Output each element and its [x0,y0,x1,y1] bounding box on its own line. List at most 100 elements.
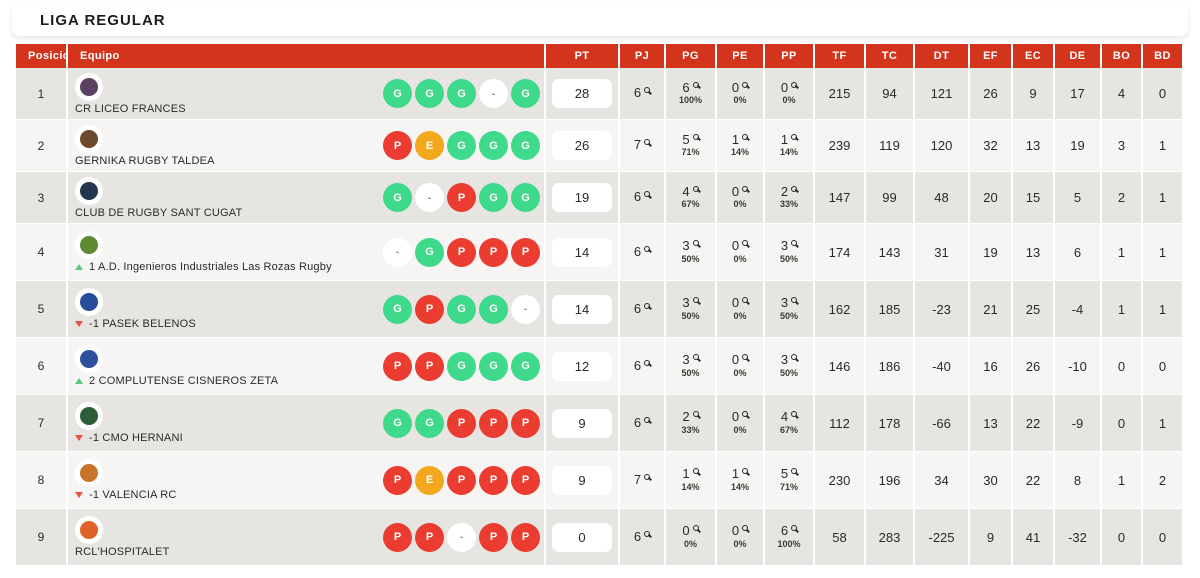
magnifier-icon[interactable] [644,473,651,480]
pp-cell[interactable]: 0 0% [765,68,815,119]
team-emblem-icon [80,521,98,539]
magnifier-icon[interactable] [742,468,749,475]
magnifier-icon[interactable] [791,240,798,247]
pg-cell[interactable]: 3 50% [666,338,717,394]
magnifier-icon[interactable] [791,133,798,140]
magnifier-icon[interactable] [791,81,798,88]
team-cell[interactable]: -1 PASEK BELENOS G P G G - [68,281,546,337]
table-row[interactable]: 3 CLUB DE RUGBY SANT CUGAT G - P G G 19 6 4 67% 0 0%… [16,172,1182,224]
magnifier-icon[interactable] [791,411,798,418]
magnifier-icon[interactable] [692,525,699,532]
pg-cell[interactable]: 2 33% [666,395,717,451]
magnifier-icon[interactable] [742,354,749,361]
team-cell[interactable]: -1 CMO HERNANI G G P P P [68,395,546,451]
pg-cell[interactable]: 6 100% [666,68,717,119]
pg-cell[interactable]: 5 71% [666,120,717,171]
magnifier-icon[interactable] [692,133,699,140]
magnifier-icon[interactable] [742,297,749,304]
magnifier-icon[interactable] [692,354,699,361]
pe-cell[interactable]: 0 0% [717,509,765,565]
col-header-pg: PG [666,44,717,68]
pg-cell[interactable]: 1 14% [666,452,717,508]
magnifier-icon[interactable] [692,81,699,88]
pp-cell[interactable]: 3 50% [765,338,815,394]
magnifier-icon[interactable] [742,525,749,532]
stat-value-line: 2 [781,184,798,199]
team-cell[interactable]: RCL'HOSPITALET P P - P P [68,509,546,565]
pj-cell[interactable]: 6 [620,68,666,119]
stat-stack: 0 0% [781,80,798,106]
pe-cell[interactable]: 0 0% [717,338,765,394]
pe-cell[interactable]: 0 0% [717,68,765,119]
pp-cell[interactable]: 6 100% [765,509,815,565]
magnifier-icon[interactable] [742,81,749,88]
pj-cell[interactable]: 7 [620,452,666,508]
magnifier-icon[interactable] [644,530,651,537]
magnifier-icon[interactable] [791,297,798,304]
pe-cell[interactable]: 1 14% [717,452,765,508]
magnifier-icon[interactable] [742,240,749,247]
pj-cell[interactable]: 6 [620,395,666,451]
magnifier-icon[interactable] [644,245,651,252]
pg-cell[interactable]: 0 0% [666,509,717,565]
pg-cell[interactable]: 4 67% [666,172,717,223]
pp-cell[interactable]: 1 14% [765,120,815,171]
magnifier-icon[interactable] [692,240,699,247]
pj-cell[interactable]: 6 [620,172,666,223]
table-row[interactable]: 9 RCL'HOSPITALET P P - P P 0 6 0 0% 0 0% 6 100% 58 283 -2… [16,509,1182,566]
magnifier-icon[interactable] [644,302,651,309]
magnifier-icon[interactable] [791,525,798,532]
magnifier-icon[interactable] [692,185,699,192]
magnifier-icon[interactable] [742,411,749,418]
pj-cell[interactable]: 6 [620,281,666,337]
team-cell[interactable]: -1 VALENCIA RC P E P P P [68,452,546,508]
magnifier-icon[interactable] [644,416,651,423]
bd-cell: 2 [1143,452,1182,508]
magnifier-icon[interactable] [791,354,798,361]
magnifier-icon[interactable] [742,185,749,192]
pj-cell[interactable]: 6 [620,338,666,394]
table-row[interactable]: 5 -1 PASEK BELENOS G P G G -14 6 3 50% 0 0% 3 50% 162 1… [16,281,1182,338]
team-cell[interactable]: 2 COMPLUTENSE CISNEROS ZETA P P G G G [68,338,546,394]
team-cell[interactable]: CR LICEO FRANCES G G G - G [68,68,546,119]
pj-cell[interactable]: 6 [620,509,666,565]
tf-cell: 162 [815,281,866,337]
table-row[interactable]: 8 -1 VALENCIA RC P E P P P 9 7 1 14% 1 14% 5 71% 230 196… [16,452,1182,509]
table-row[interactable]: 2 GERNIKA RUGBY TALDEA P E G G G 26 7 5 71% 1 14% 1 14… [16,120,1182,172]
pe-cell[interactable]: 0 0% [717,224,765,280]
magnifier-icon[interactable] [791,185,798,192]
team-logo-icon [75,402,103,430]
pp-cell[interactable]: 3 50% [765,224,815,280]
team-cell[interactable]: GERNIKA RUGBY TALDEA P E G G G [68,120,546,171]
magnifier-icon[interactable] [791,468,798,475]
pp-cell[interactable]: 5 71% [765,452,815,508]
magnifier-icon[interactable] [644,191,651,198]
pj-cell[interactable]: 6 [620,224,666,280]
magnifier-icon[interactable] [742,133,749,140]
magnifier-icon[interactable] [692,411,699,418]
team-name-row: CR LICEO FRANCES [75,103,383,115]
magnifier-icon[interactable] [692,297,699,304]
pp-cell[interactable]: 4 67% [765,395,815,451]
team-cell[interactable]: CLUB DE RUGBY SANT CUGAT G - P G G [68,172,546,223]
pg-cell[interactable]: 3 50% [666,224,717,280]
table-row[interactable]: 4 1 A.D. Ingenieros Industriales Las Roza… [16,224,1182,281]
table-row[interactable]: 1 CR LICEO FRANCES G G G - G 28 6 6 100% 0 0% 0 0% 215 9… [16,68,1182,120]
magnifier-icon[interactable] [692,468,699,475]
table-row[interactable]: 7 -1 CMO HERNANI G G P P P 9 6 2 33% 0 0% 4 67% 112 178-… [16,395,1182,452]
pp-cell[interactable]: 3 50% [765,281,815,337]
magnifier-icon[interactable] [644,87,651,94]
pe-cell[interactable]: 1 14% [717,120,765,171]
pp-cell[interactable]: 2 33% [765,172,815,223]
magnifier-icon[interactable] [644,139,651,146]
pe-cell[interactable]: 0 0% [717,281,765,337]
form-badge: P [447,465,476,495]
pj-cell[interactable]: 7 [620,120,666,171]
pe-cell[interactable]: 0 0% [717,172,765,223]
magnifier-icon[interactable] [644,359,651,366]
pg-cell[interactable]: 3 50% [666,281,717,337]
team-cell[interactable]: 1 A.D. Ingenieros Industriales Las Rozas… [68,224,546,280]
pe-cell[interactable]: 0 0% [717,395,765,451]
